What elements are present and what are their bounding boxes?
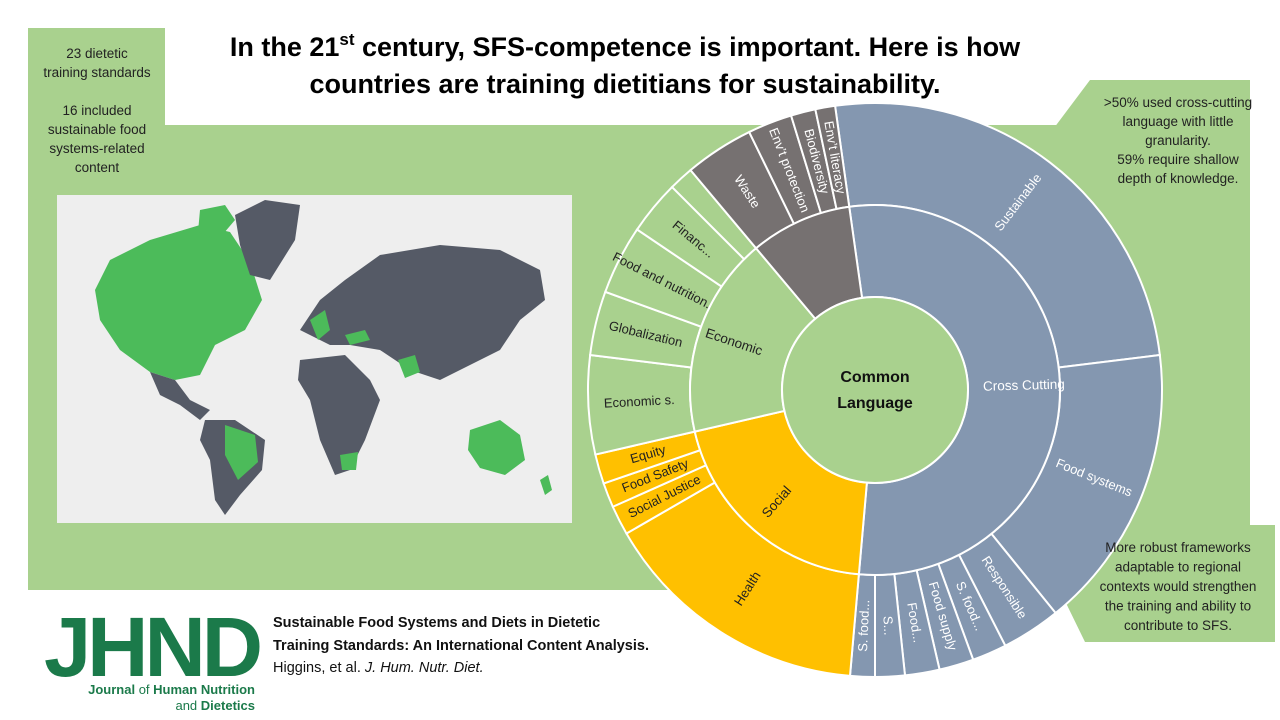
- callout-text: 59% require shallow: [1117, 152, 1239, 167]
- logo-word: Human Nutrition: [153, 682, 255, 697]
- callout-text: contribute to SFS.: [1124, 618, 1232, 633]
- title-line: countries are training dietitians for su…: [309, 69, 940, 99]
- logo-letters: JHND: [44, 600, 260, 694]
- segment-label: S. food...: [855, 599, 872, 652]
- segment-label: Cross Cutting: [983, 377, 1065, 394]
- citation-authors: Higgins, et al. J. Hum. Nutr. Diet.: [273, 660, 484, 676]
- callout-text: contexts would strengthen: [1100, 579, 1257, 594]
- segment-label: S...: [880, 615, 896, 635]
- logo-word: of: [139, 682, 150, 697]
- citation-title: Sustainable Food Systems and Diets in Di…: [273, 615, 600, 631]
- world-map: [57, 195, 572, 523]
- callout-text: adaptable to regional: [1115, 560, 1241, 575]
- title-superscript: st: [339, 30, 354, 49]
- logo-word: and: [175, 698, 197, 713]
- callout-text: content: [75, 160, 120, 175]
- callout-text: 23 dietetic: [66, 46, 128, 61]
- callout-text: sustainable food: [48, 122, 146, 137]
- segment-label: Food...: [904, 601, 925, 643]
- callout-shape: [1045, 80, 1250, 200]
- callout-text: >50% used cross-cutting: [1104, 95, 1252, 110]
- callout-text: More robust frameworks: [1105, 540, 1251, 555]
- title-part: century, SFS-competence is important. He…: [355, 32, 1022, 62]
- citation-title: Training Standards: An International Con…: [273, 638, 649, 654]
- center-label: Language: [837, 395, 913, 412]
- authors: Higgins, et al.: [273, 660, 361, 676]
- journal: J. Hum. Nutr. Diet.: [364, 660, 484, 676]
- callout-text: 16 included: [62, 103, 131, 118]
- callout-text: training standards: [43, 65, 151, 80]
- logo-line: Journal of Human Nutrition: [88, 682, 255, 697]
- center-label: Common: [840, 369, 909, 386]
- segment-label: Economic s.: [604, 392, 676, 411]
- title-line: In the 21st century, SFS-competence is i…: [230, 30, 1021, 62]
- callout-shape: [28, 28, 165, 235]
- callout-text: granularity.: [1145, 133, 1211, 148]
- center-circle: [781, 296, 969, 484]
- callout-text: depth of knowledge.: [1118, 171, 1239, 186]
- logo-word: Dietetics: [201, 698, 255, 713]
- logo-word: Journal: [88, 682, 135, 697]
- callout-text: the training and ability to: [1105, 599, 1251, 614]
- logo-line: and Dietetics: [175, 698, 255, 713]
- callout-text: language with little: [1122, 114, 1233, 129]
- callout-texts: 23 dietetic training standards 16 included…: [43, 46, 1256, 633]
- title-part: In the 21: [230, 32, 340, 62]
- callout-text: systems-related: [49, 141, 144, 156]
